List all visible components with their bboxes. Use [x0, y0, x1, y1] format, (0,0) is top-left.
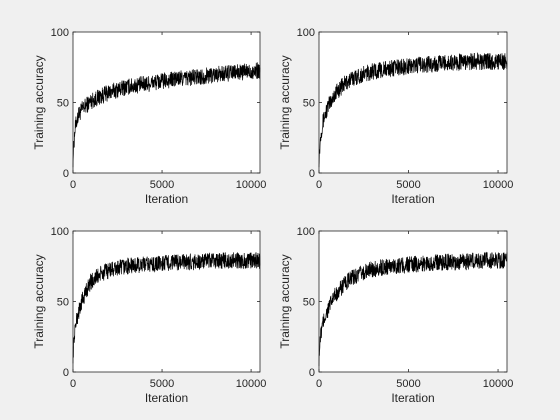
series-line: [318, 52, 508, 168]
x-tick-label: 5000: [150, 179, 174, 191]
x-tick-label: 10000: [236, 179, 267, 191]
y-tick-label: 100: [51, 226, 69, 238]
series-line: [318, 251, 508, 367]
x-tick-label: 10000: [483, 378, 514, 390]
y-tick-label: 0: [309, 367, 315, 379]
plot-area: [319, 32, 507, 173]
axes-box: [72, 230, 261, 373]
axes-box: [318, 230, 508, 373]
x-tick-label: 10000: [483, 179, 514, 191]
axes-box: [72, 31, 261, 174]
x-tick-label: 5000: [150, 378, 174, 390]
subplot-top-right: 0 5000 10000 0 50 100 Iteration Training…: [278, 27, 513, 206]
y-tick-label: 0: [63, 168, 69, 180]
subplot-bottom-left: 0 5000 10000 0 50 100 Iteration Training…: [32, 226, 266, 405]
y-axis-label: Training accuracy: [278, 254, 292, 348]
y-tick-label: 100: [51, 27, 69, 39]
x-axis-label: Iteration: [145, 192, 188, 206]
x-tick-label: 0: [316, 378, 322, 390]
y-tick-label: 100: [297, 226, 315, 238]
series-line: [72, 62, 261, 168]
x-tick-label: 10000: [236, 378, 267, 390]
plot-area: [73, 231, 260, 372]
x-tick-label: 5000: [396, 179, 420, 191]
subplot-bottom-right: 0 5000 10000 0 50 100 Iteration Training…: [278, 226, 513, 405]
y-axis-label: Training accuracy: [278, 55, 292, 149]
y-axis-label: Training accuracy: [32, 55, 46, 149]
x-axis-label: Iteration: [391, 192, 434, 206]
y-tick-label: 0: [63, 367, 69, 379]
x-axis-label: Iteration: [145, 391, 188, 405]
axes-box: [318, 31, 508, 174]
y-axis-label: Training accuracy: [32, 254, 46, 348]
x-tick-label: 5000: [396, 378, 420, 390]
y-tick-label: 50: [303, 98, 315, 110]
x-tick-label: 0: [70, 378, 76, 390]
plot-area: [319, 231, 507, 372]
series-line: [72, 252, 261, 364]
y-tick-label: 50: [57, 98, 69, 110]
y-tick-label: 50: [57, 297, 69, 309]
y-tick-label: 0: [309, 168, 315, 180]
x-axis-label: Iteration: [391, 391, 434, 405]
subplot-top-left: 0 5000 10000 0 50 100 Iteration Training…: [32, 27, 266, 206]
y-tick-label: 50: [303, 297, 315, 309]
y-tick-label: 100: [297, 27, 315, 39]
x-tick-label: 0: [316, 179, 322, 191]
x-tick-label: 0: [70, 179, 76, 191]
plot-area: [73, 32, 260, 173]
